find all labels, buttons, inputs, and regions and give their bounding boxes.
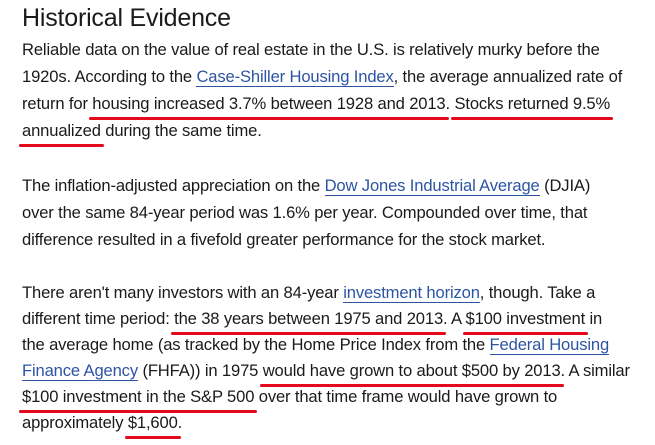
p2-line-1: The inflation-adjusted appreciation on t… xyxy=(22,172,590,199)
highlight-sp500-investment: $100 investment in the S&P 500 xyxy=(18,383,258,413)
text: difference resulted in a fivefold greate… xyxy=(22,230,546,249)
text: different time period: xyxy=(22,309,175,328)
highlight-housing-return: housing increased 3.7% between 1928 and … xyxy=(89,90,449,120)
text: . A similar xyxy=(560,361,631,380)
highlight-grown-to-500: would have grown to about $500 by 2013 xyxy=(259,357,564,387)
text: 1920s. According to the xyxy=(22,67,197,86)
text: Reliable data on the value of real estat… xyxy=(22,40,600,59)
text: , though. Take a xyxy=(479,283,596,302)
text: during the same time. xyxy=(100,121,262,140)
text: approximately xyxy=(22,413,128,432)
text: There aren't many investors with an 84-y… xyxy=(22,283,344,302)
highlight-38-years: the 38 years between 1975 and 2013 xyxy=(171,305,446,335)
p2-line-2: over the same 84-year period was 1.6% pe… xyxy=(22,199,588,226)
p3-line-3: the average home (as tracked by the Home… xyxy=(22,331,609,358)
p1-line-4: annualized during the same time. xyxy=(19,117,262,147)
p3-line-5: $100 investment in the S&P 500 over that… xyxy=(18,383,558,413)
highlight-1600: $1,600 xyxy=(124,409,181,439)
text: over the same 84-year period was 1.6% pe… xyxy=(22,203,588,222)
p3-line-2: different time period: the 38 years betw… xyxy=(22,305,603,335)
p2-line-3: difference resulted in a fivefold greate… xyxy=(22,226,546,253)
fhfa-link-part-2[interactable]: Finance Agency xyxy=(22,361,138,381)
text: return for xyxy=(22,94,93,113)
text: . xyxy=(177,413,183,432)
case-shiller-link[interactable]: Case-Shiller Housing Index xyxy=(196,67,394,87)
text: . A xyxy=(443,309,466,328)
highlight-100-investment: $100 investment xyxy=(462,305,588,335)
highlight-annualized: annualized xyxy=(19,117,104,147)
p1-line-2: 1920s. According to the Case-Shiller Hou… xyxy=(22,63,622,90)
djia-link[interactable]: Dow Jones Industrial Average xyxy=(324,176,540,196)
p1-line-1: Reliable data on the value of real estat… xyxy=(22,36,600,63)
p3-line-4: Finance Agency (FHFA)) in 1975 would hav… xyxy=(22,357,631,387)
text: in xyxy=(585,309,603,328)
text: (DJIA) xyxy=(539,176,591,195)
p3-line-1: There aren't many investors with an 84-y… xyxy=(22,279,595,306)
section-heading: Historical Evidence xyxy=(22,4,231,32)
fhfa-link-part-1[interactable]: Federal Housing xyxy=(489,335,610,355)
investment-horizon-link[interactable]: investment horizon xyxy=(343,283,480,303)
text: (FHFA)) in 1975 xyxy=(137,361,263,380)
p1-line-3: return for housing increased 3.7% betwee… xyxy=(22,90,613,120)
highlight-stocks-return: Stocks returned 9.5% xyxy=(451,90,613,120)
p3-line-6: approximately $1,600. xyxy=(22,409,183,439)
text: the average home (as tracked by the Home… xyxy=(22,335,490,354)
text: over that time frame would have grown to xyxy=(254,387,558,406)
text: . xyxy=(445,94,455,113)
text: , the average annualized rate of xyxy=(393,67,623,86)
text: The inflation-adjusted appreciation on t… xyxy=(22,176,325,195)
